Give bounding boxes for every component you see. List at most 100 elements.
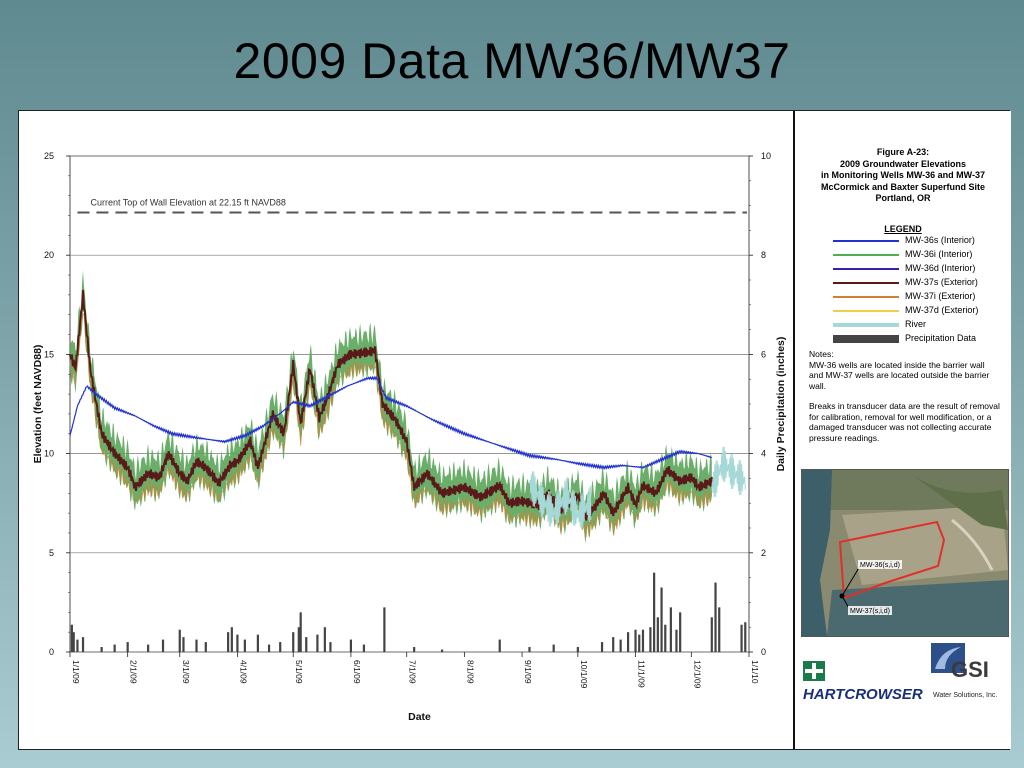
precip-bar [178, 629, 181, 652]
mw36s-line [69, 375, 713, 471]
precip-bar [297, 627, 300, 652]
figure-title-line: 2009 Groundwater Elevations [839, 158, 967, 169]
precip-bar [679, 612, 682, 652]
x-tick-label: 8/1/09 [465, 660, 475, 684]
mw37s-line [69, 289, 713, 521]
x-tick-label: 1/1/09 [71, 660, 81, 684]
legend-heading: LEGEND [884, 224, 922, 234]
precip-bar [656, 617, 659, 652]
legend-item: MW-36i (Interior) [805, 249, 1005, 262]
hartcrowser-logo-text: HARTCROWSER [803, 686, 923, 703]
precip-bar [440, 649, 444, 652]
top-of-wall-label: Current Top of Wall Elevation at 22.15 f… [90, 198, 285, 208]
precip-bar [256, 634, 259, 652]
precip-bar [718, 607, 721, 652]
precip-bar [714, 582, 717, 652]
y2-tick-label: 10 [761, 151, 771, 161]
note-text: MW-36 wells are located inside the barri… [809, 359, 990, 391]
precip-bar [552, 644, 555, 652]
precip-bar [600, 642, 604, 652]
precip-bar [70, 624, 73, 652]
figure-panel: 0 5 10 15 20 25 0 2 4 6 8 10 1/1/09 2/1/09 3/1/09 4/1/0… [18, 110, 1011, 750]
precip-bar [362, 644, 366, 652]
precip-bar [182, 637, 185, 652]
precip-bar [329, 642, 332, 652]
precip-bar [279, 642, 282, 652]
precip-bar [230, 627, 233, 652]
legend-label: River [905, 319, 927, 329]
precip-bar [299, 612, 302, 652]
notes-heading: Notes: [809, 349, 834, 359]
legend-swatch [833, 335, 899, 343]
precip-bar [740, 624, 743, 652]
gsi-logo-subtitle: Water Solutions, Inc. [933, 692, 997, 699]
figure-title-line: Figure A-23: [876, 147, 930, 157]
precip-bar [612, 637, 615, 652]
precip-bar [528, 647, 531, 652]
legend-item: MW-37i (Exterior) [805, 291, 1005, 304]
x-tick-label: 4/1/09 [238, 660, 248, 684]
legend-swatch [833, 323, 899, 327]
precip-bar [413, 647, 416, 652]
gsi-logo-text: GSI [951, 657, 989, 682]
map-label-mw36: MW-36(s,i,d) [860, 562, 900, 569]
legend-swatch [833, 296, 899, 298]
slide-title: 2009 Data MW36/MW37 [233, 33, 791, 89]
x-tick-label: 10/1/09 [579, 660, 589, 689]
x-tick-label: 7/1/09 [408, 660, 418, 684]
legend-swatch [833, 240, 899, 242]
x-tick-label: 6/1/09 [352, 660, 362, 684]
mw37i-line [69, 312, 713, 537]
site-map-image: MW-36(s,i,d) MW-37(s,i,d) [801, 469, 1009, 637]
y-tick-label: 25 [44, 151, 54, 161]
x-tick-label: 11/1/09 [637, 660, 647, 688]
x-tick-label: 5/1/09 [294, 660, 304, 684]
x-tick-label: 9/1/09 [523, 660, 533, 684]
plot-area [69, 155, 750, 653]
legend-swatch [833, 254, 899, 256]
legend-label: MW-36i (Interior) [905, 249, 973, 259]
figure-title: Figure A-23: 2009 Groundwater Elevations… [805, 147, 1001, 205]
x-axis-label: Date [408, 711, 431, 723]
legend-label: MW-37d (Exterior) [905, 305, 979, 315]
precip-bar [660, 587, 663, 652]
precip-bar [641, 629, 645, 652]
precip-bar [76, 639, 79, 652]
legend-item: Precipitation Data [805, 333, 1005, 346]
precip-bar [72, 632, 75, 652]
precip-bar [626, 632, 630, 652]
precip-bar [81, 637, 85, 652]
precip-bar [305, 637, 308, 652]
precip-bar [316, 634, 319, 652]
river-line [529, 470, 592, 530]
figure-title-line: in Monitoring Wells MW-36 and MW-37 [821, 170, 985, 180]
legend-item: MW-36d (Interior) [805, 263, 1005, 276]
y2-axis-label: Daily Precipitation (inches) [775, 337, 787, 472]
precip-bar [227, 632, 230, 652]
hartcrowser-logo: HARTCROWSER [801, 659, 925, 709]
x-tick-label: 1/1/10 [750, 660, 760, 684]
precip-bar [100, 647, 103, 652]
precip-bar [634, 629, 637, 652]
legend-label: MW-36d (Interior) [905, 263, 976, 273]
legend-label: MW-37s (Exterior) [905, 277, 978, 287]
precip-bar [323, 627, 326, 652]
y-tick-label: 10 [44, 449, 54, 459]
precip-bar [653, 572, 656, 652]
y2-tick-label: 0 [761, 647, 766, 657]
legend-swatch [833, 282, 899, 284]
legend-swatch [833, 310, 899, 312]
precip-bar [383, 607, 386, 652]
precip-bar [638, 634, 641, 652]
precip-bar [147, 644, 150, 652]
y-tick-label: 5 [49, 548, 54, 558]
precip-bar [126, 642, 129, 652]
legend-panel: Figure A-23: 2009 Groundwater Elevations… [793, 111, 1011, 749]
precip-bar [236, 634, 239, 652]
legend-label: MW-37i (Exterior) [905, 291, 976, 301]
precip-bar [161, 639, 165, 652]
legend-item: MW-36s (Interior) [805, 235, 1005, 248]
legend-swatch [833, 268, 899, 270]
note-text: Breaks in transducer data are the result… [809, 401, 1000, 443]
precip-bar [267, 644, 271, 652]
